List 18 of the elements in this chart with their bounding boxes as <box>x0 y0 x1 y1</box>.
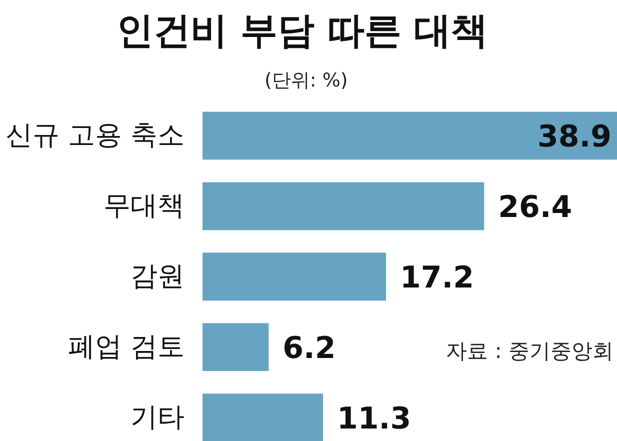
chart-subtitle: (단위: %) <box>264 70 348 92</box>
bar <box>202 394 324 441</box>
bar <box>202 252 386 301</box>
bar <box>202 323 269 372</box>
y-tick-label: 신규 고용 축소 <box>5 120 185 152</box>
data-label: 26.4 <box>498 190 572 226</box>
annotation: 자료 : 중기중앙회 <box>446 339 614 364</box>
data-label: 38.9 <box>537 120 612 155</box>
data-label: 17.2 <box>400 260 474 296</box>
y-tick-label: 무대책 <box>104 190 184 222</box>
y-tick-label: 기타 <box>130 402 184 434</box>
y-tick-label: 폐업 검토 <box>68 332 185 363</box>
bar <box>202 112 617 160</box>
data-label: 6.2 <box>282 331 336 366</box>
data-label: 11.3 <box>337 402 412 437</box>
bar <box>202 182 484 230</box>
y-tick-label: 감원 <box>130 261 184 292</box>
chart-title: 인건비 부담 따른 대책 <box>116 9 488 52</box>
